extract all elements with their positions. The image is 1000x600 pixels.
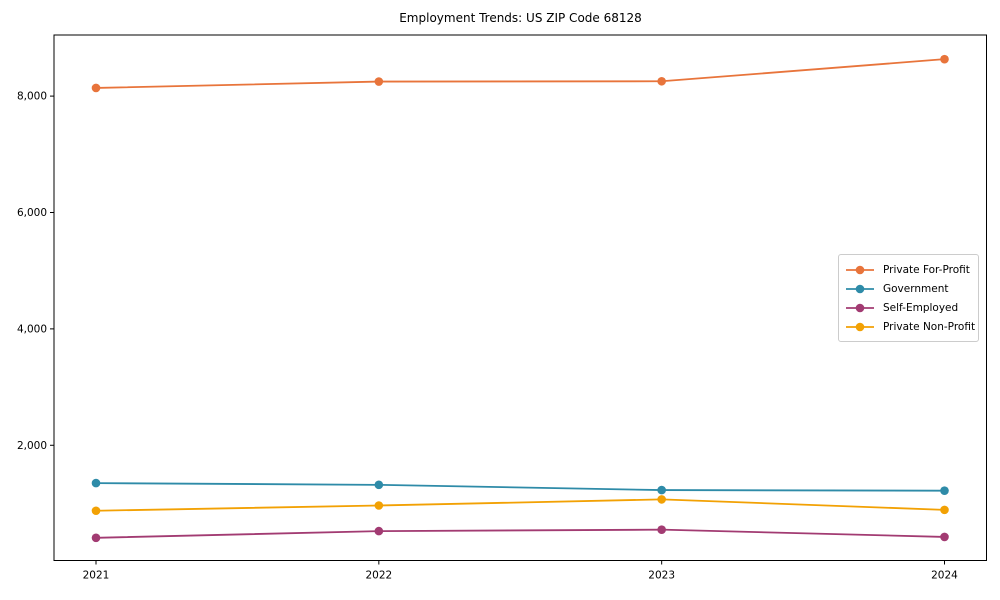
data-point-marker (91, 83, 101, 93)
chart-title: Employment Trends: US ZIP Code 68128 (399, 11, 642, 25)
legend-label: Private Non-Profit (883, 321, 976, 334)
data-point-marker (657, 525, 666, 534)
data-point-marker (374, 77, 384, 86)
x-tick-label: 2023 (648, 570, 675, 582)
legend-item: Government (845, 279, 971, 298)
x-tick-label: 2021 (83, 570, 110, 582)
legend-item: Private Non-Profit (845, 318, 975, 337)
plot-frame (53, 34, 987, 561)
legend-label: Private For-Profit (883, 263, 970, 276)
data-point-marker (374, 526, 384, 536)
data-point-marker (657, 76, 666, 86)
chart-legend: Private For-Profit Government Self-Employe… (838, 254, 979, 342)
data-point-marker (940, 505, 949, 515)
x-tick-label: 2022 (365, 570, 392, 582)
legend-line-marker-icon (846, 303, 874, 313)
y-tick-label: 8,000 (17, 91, 47, 103)
series-line (95, 528, 945, 539)
legend-item: Self-Employed (845, 299, 971, 318)
data-point-marker (91, 478, 101, 488)
data-point-marker (91, 533, 101, 543)
legend-item: Private For-Profit (845, 260, 971, 279)
legend-label: Government (883, 282, 949, 295)
data-point-marker (374, 480, 384, 490)
data-point-marker (657, 495, 666, 504)
x-tick-label: 2024 (931, 570, 958, 582)
y-tick-label: 6,000 (17, 207, 47, 219)
y-tick-label: 2,000 (17, 440, 47, 452)
legend-label: Self-Employed (883, 302, 959, 315)
y-tick-label: 4,000 (17, 323, 47, 335)
series-line (95, 498, 945, 512)
data-point-marker (374, 501, 384, 510)
data-point-marker (657, 485, 666, 495)
data-point-marker (940, 532, 949, 542)
legend-line-marker-icon (846, 323, 874, 332)
data-point-marker (940, 54, 949, 64)
data-point-marker (940, 486, 949, 495)
legend-line-marker-icon (846, 265, 874, 274)
data-point-marker (91, 506, 101, 516)
series-line (95, 58, 945, 89)
series-line (95, 482, 945, 492)
legend-line-marker-icon (846, 284, 874, 294)
